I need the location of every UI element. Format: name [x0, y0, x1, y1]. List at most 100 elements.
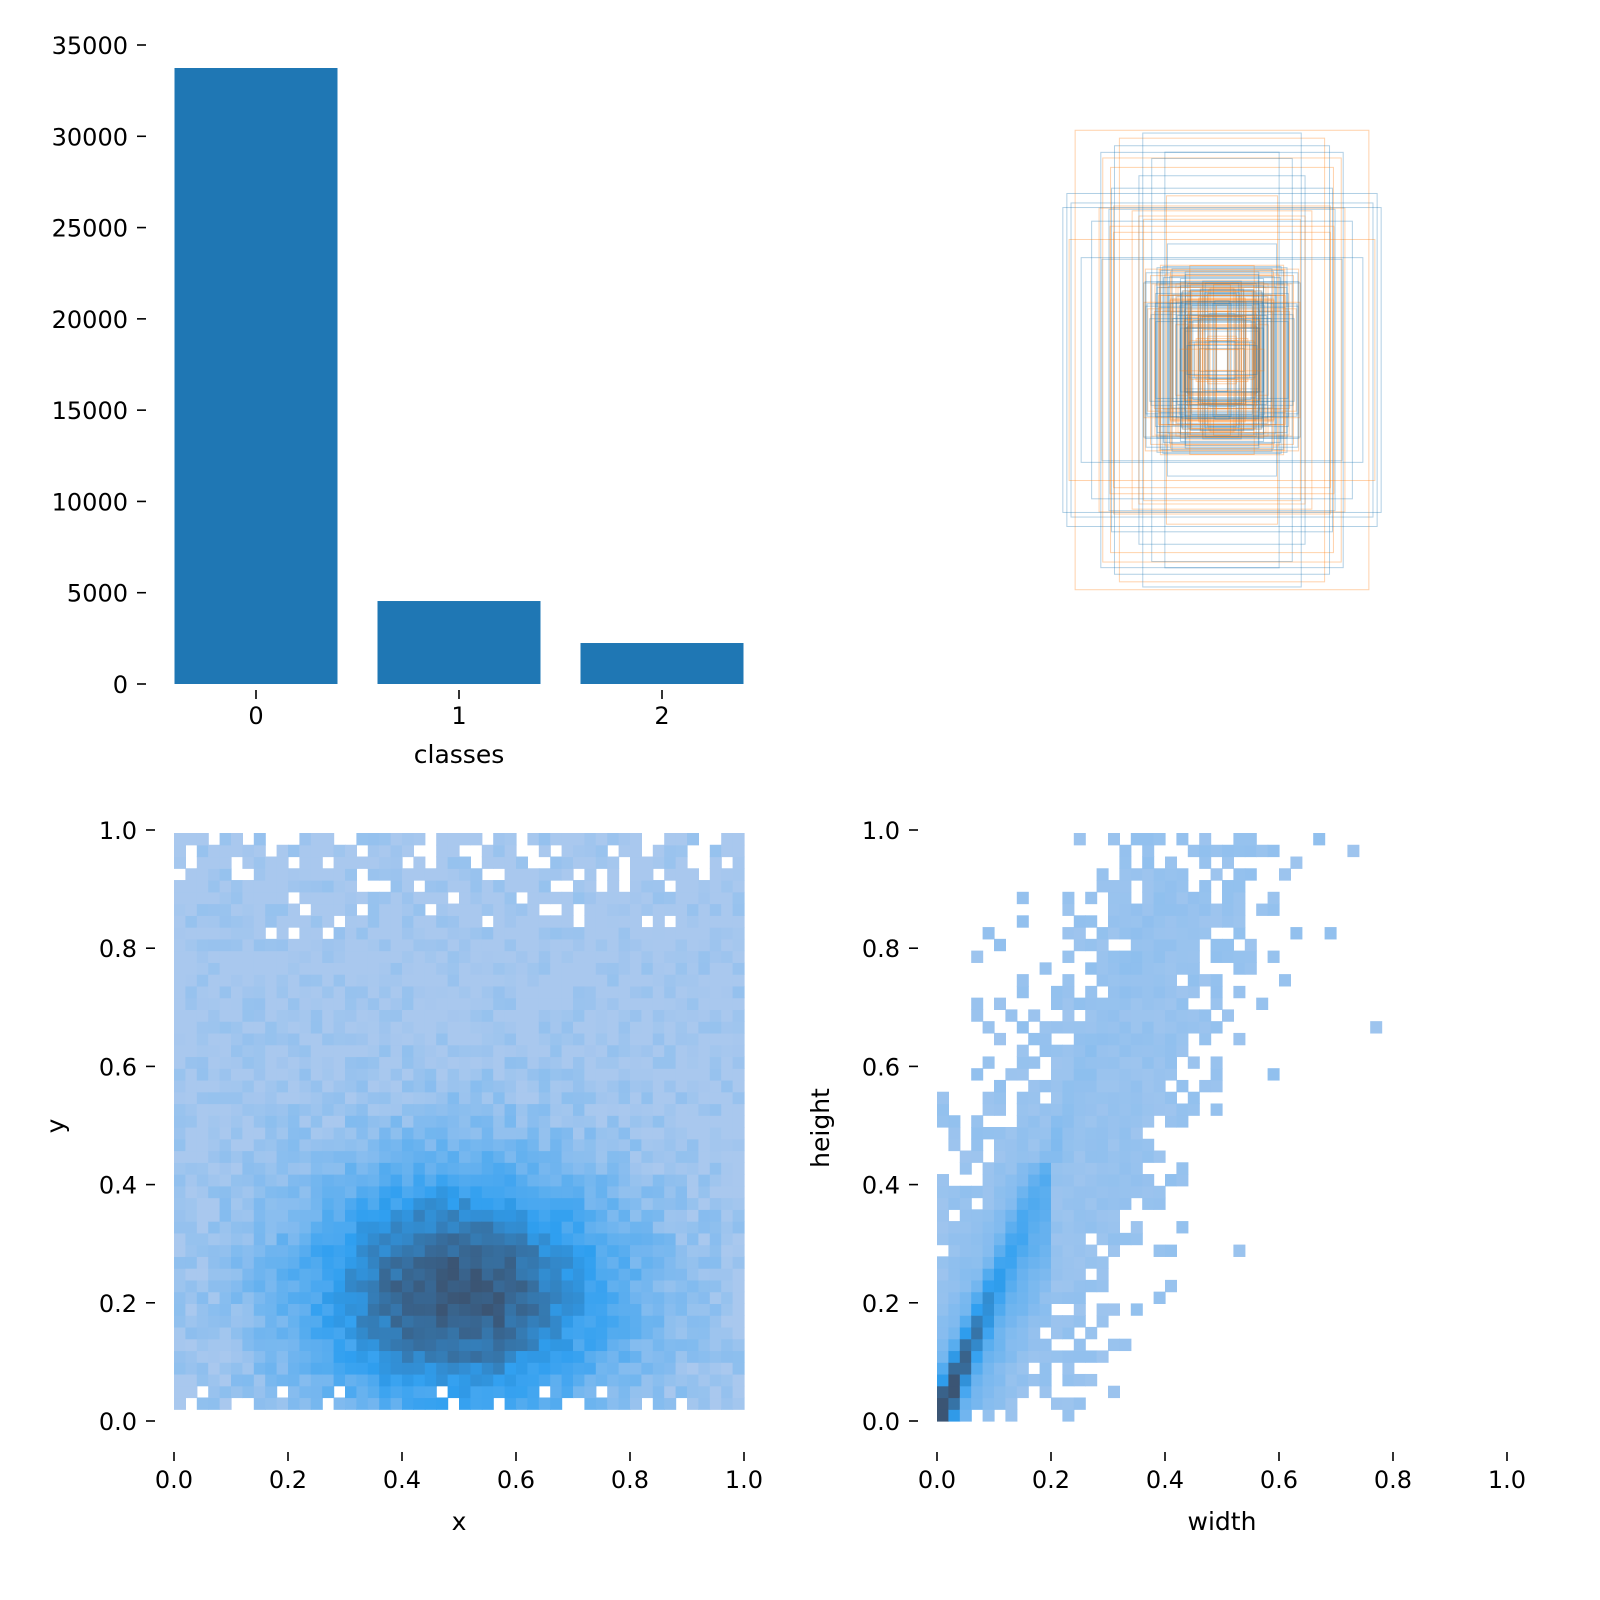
heatmap-cell	[1016, 1291, 1029, 1304]
bounding-box	[1215, 304, 1229, 416]
heatmap-cell	[1096, 927, 1109, 940]
y-tick-label: 1.0	[862, 817, 900, 845]
heatmap-cell	[196, 1232, 209, 1246]
heatmap-cell	[276, 1397, 289, 1410]
heatmap-cell	[345, 1315, 357, 1328]
heatmap-cell	[1039, 1385, 1052, 1399]
heatmap-cell	[607, 1385, 620, 1399]
heatmap-cell	[356, 1162, 369, 1175]
heatmap-cell	[527, 997, 540, 1010]
heatmap-cell	[322, 833, 335, 846]
heatmap-cell	[584, 844, 597, 858]
heatmap-cell	[481, 1244, 494, 1257]
heatmap-cell	[424, 1303, 437, 1316]
bounding-box	[1189, 314, 1255, 406]
heatmap-cell	[971, 1385, 984, 1399]
heatmap-cell	[1085, 1350, 1098, 1363]
heatmap-cell	[356, 891, 369, 905]
heatmap-cell	[732, 1256, 745, 1269]
heatmap-cell	[185, 1338, 198, 1352]
heatmap-cell	[310, 1315, 323, 1328]
bounding-box	[1171, 268, 1273, 452]
heatmap-cell	[402, 1044, 414, 1058]
heatmap-cell	[1051, 1244, 1063, 1257]
heatmap-cell	[390, 915, 403, 928]
heatmap-cell	[288, 1115, 300, 1128]
heatmap-cell	[253, 1256, 266, 1269]
heatmap-cell	[630, 1009, 642, 1022]
heatmap-cell	[356, 1068, 369, 1081]
heatmap-cell	[356, 1244, 369, 1257]
heatmap-cell	[1210, 1103, 1223, 1116]
heatmap-cell	[721, 880, 734, 893]
heatmap-cell	[436, 1350, 449, 1363]
heatmap-cell	[447, 927, 460, 940]
heatmap-cell	[1233, 1032, 1246, 1046]
heatmap-cell	[1062, 1244, 1075, 1257]
heatmap-cell	[459, 856, 471, 869]
heatmap-cell	[470, 1326, 483, 1340]
heatmap-cell	[459, 915, 471, 928]
heatmap-cell	[504, 1009, 517, 1022]
heatmap-cell	[299, 1350, 312, 1363]
heatmap-cell	[607, 962, 620, 975]
heatmap-cell	[584, 1044, 597, 1058]
heatmap-cell	[196, 1150, 209, 1163]
heatmap-cell	[379, 1268, 392, 1281]
heatmap-cell	[276, 950, 289, 963]
heatmap-cell	[231, 1021, 243, 1034]
heatmap-cell	[538, 1150, 551, 1163]
heatmap-cell	[493, 1021, 506, 1034]
heatmap-cell	[652, 1174, 665, 1187]
heatmap-cell	[595, 1079, 608, 1093]
heatmap-cell	[265, 1326, 278, 1340]
heatmap-cell	[607, 903, 620, 916]
heatmap-cell	[299, 1256, 312, 1269]
heatmap-cell	[322, 1362, 335, 1375]
heatmap-cell	[174, 985, 186, 999]
heatmap-cell	[982, 1197, 995, 1210]
heatmap-cell	[436, 1362, 449, 1375]
heatmap-cell	[219, 1185, 232, 1199]
heatmap-cell	[299, 1326, 312, 1340]
heatmap-cell	[732, 1303, 745, 1316]
heatmap-cell	[196, 1303, 209, 1316]
heatmap-cell	[436, 1209, 449, 1222]
heatmap-cell	[721, 974, 734, 987]
heatmap-cell	[288, 1373, 300, 1387]
heatmap-cell	[687, 1115, 699, 1128]
heatmap-cell	[1324, 927, 1337, 940]
heatmap-cell	[584, 1138, 597, 1152]
heatmap-cell	[630, 927, 642, 940]
heatmap-cell	[527, 1326, 540, 1340]
heatmap-cell	[413, 962, 426, 975]
heatmap-cell	[288, 1044, 300, 1058]
heatmap-cell	[424, 950, 437, 963]
heatmap-cell	[675, 915, 688, 928]
heatmap-cell	[276, 1138, 289, 1152]
heatmap-cell	[356, 927, 369, 940]
bounding-box	[1074, 129, 1370, 591]
bounding-box	[1111, 187, 1333, 533]
heatmap-cell	[1005, 1174, 1018, 1187]
heatmap-cell	[174, 1373, 186, 1387]
heatmap-cell	[1028, 1103, 1041, 1116]
heatmap-cell	[504, 856, 517, 869]
heatmap-cell	[584, 868, 597, 881]
heatmap-cell	[504, 985, 517, 999]
heatmap-cell	[675, 1021, 688, 1034]
heatmap-cell	[1016, 1150, 1029, 1163]
heatmap-cell	[516, 927, 528, 940]
heatmap-cell	[253, 1044, 266, 1058]
heatmap-cell	[219, 927, 232, 940]
heatmap-cell	[584, 833, 597, 846]
heatmap-cell	[538, 891, 551, 905]
heatmap-cell	[356, 938, 369, 952]
heatmap-cell	[299, 1197, 312, 1210]
heatmap-cell	[447, 1138, 460, 1152]
heatmap-cell	[573, 1244, 585, 1257]
heatmap-cell	[584, 1244, 597, 1257]
heatmap-cell	[345, 1350, 357, 1363]
heatmap-cell	[185, 868, 198, 881]
heatmap-cell	[1176, 915, 1189, 928]
